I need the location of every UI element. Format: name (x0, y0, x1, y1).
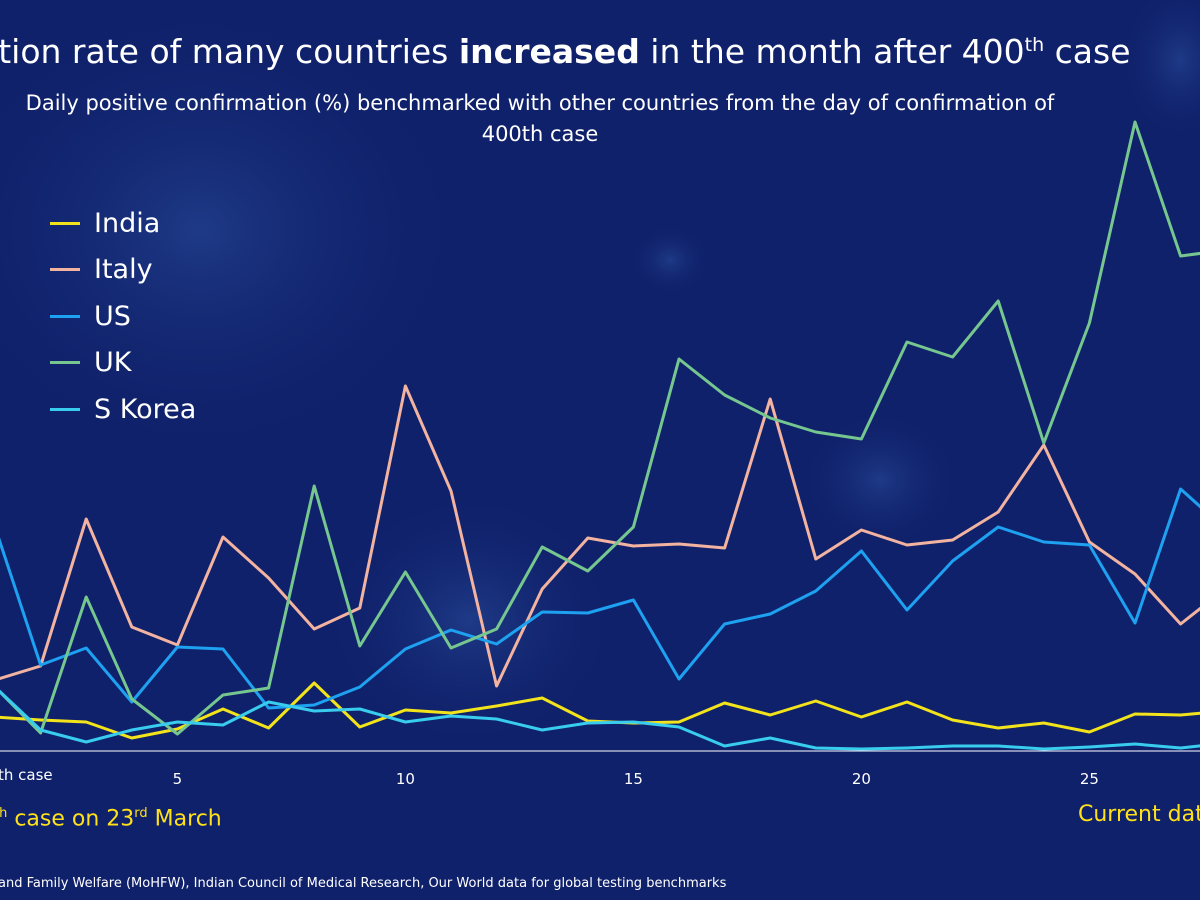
source-note: and Family Welfare (MoHFW), Indian Counc… (0, 876, 727, 891)
legend-swatch-india (50, 221, 80, 225)
legend-label-italy: Italy (94, 254, 153, 286)
series-group (0, 120, 1200, 751)
x-axis-start-label: th case (0, 766, 53, 784)
legend-item-us: US (50, 293, 196, 340)
series-line-india (0, 681, 1200, 740)
x-tick-label-5: 5 (173, 770, 183, 788)
series-line-uk (0, 120, 1200, 736)
series-line-italy (0, 384, 1200, 688)
series-line-s-korea (0, 689, 1200, 751)
legend-swatch-uk (50, 361, 80, 365)
legend: India Italy US UK S Korea (50, 200, 196, 433)
legend-item-uk: UK (50, 340, 196, 387)
legend-item-india: India (50, 200, 196, 247)
legend-label-s-korea: S Korea (94, 393, 197, 425)
legend-swatch-italy (50, 268, 80, 272)
start-date-annotation: th case on 23rd March (0, 806, 222, 832)
series-line-us (0, 487, 1200, 710)
x-tick-label-10: 10 (396, 770, 415, 788)
x-tick-label-15: 15 (624, 770, 643, 788)
x-tick-label-20: 20 (852, 770, 871, 788)
legend-item-s-korea: S Korea (50, 386, 196, 433)
chart-subtitle: Daily positive confirmation (%) benchmar… (0, 88, 1080, 150)
x-tick-group: 5 10 15 20 25 (173, 770, 1099, 788)
legend-label-india: India (94, 207, 161, 239)
chart-title: ation rate of many countries increased i… (0, 32, 1131, 71)
subtitle-line-2: 400th case (481, 122, 599, 146)
legend-item-italy: Italy (50, 247, 196, 294)
x-tick-label-25: 25 (1080, 770, 1099, 788)
legend-label-uk: UK (94, 347, 132, 379)
legend-label-us: US (94, 300, 131, 332)
subtitle-line-1: Daily positive confirmation (%) benchmar… (25, 91, 1055, 115)
legend-swatch-s-korea (50, 407, 80, 411)
current-date-annotation: Current dat (1078, 802, 1200, 827)
legend-swatch-us (50, 314, 80, 318)
